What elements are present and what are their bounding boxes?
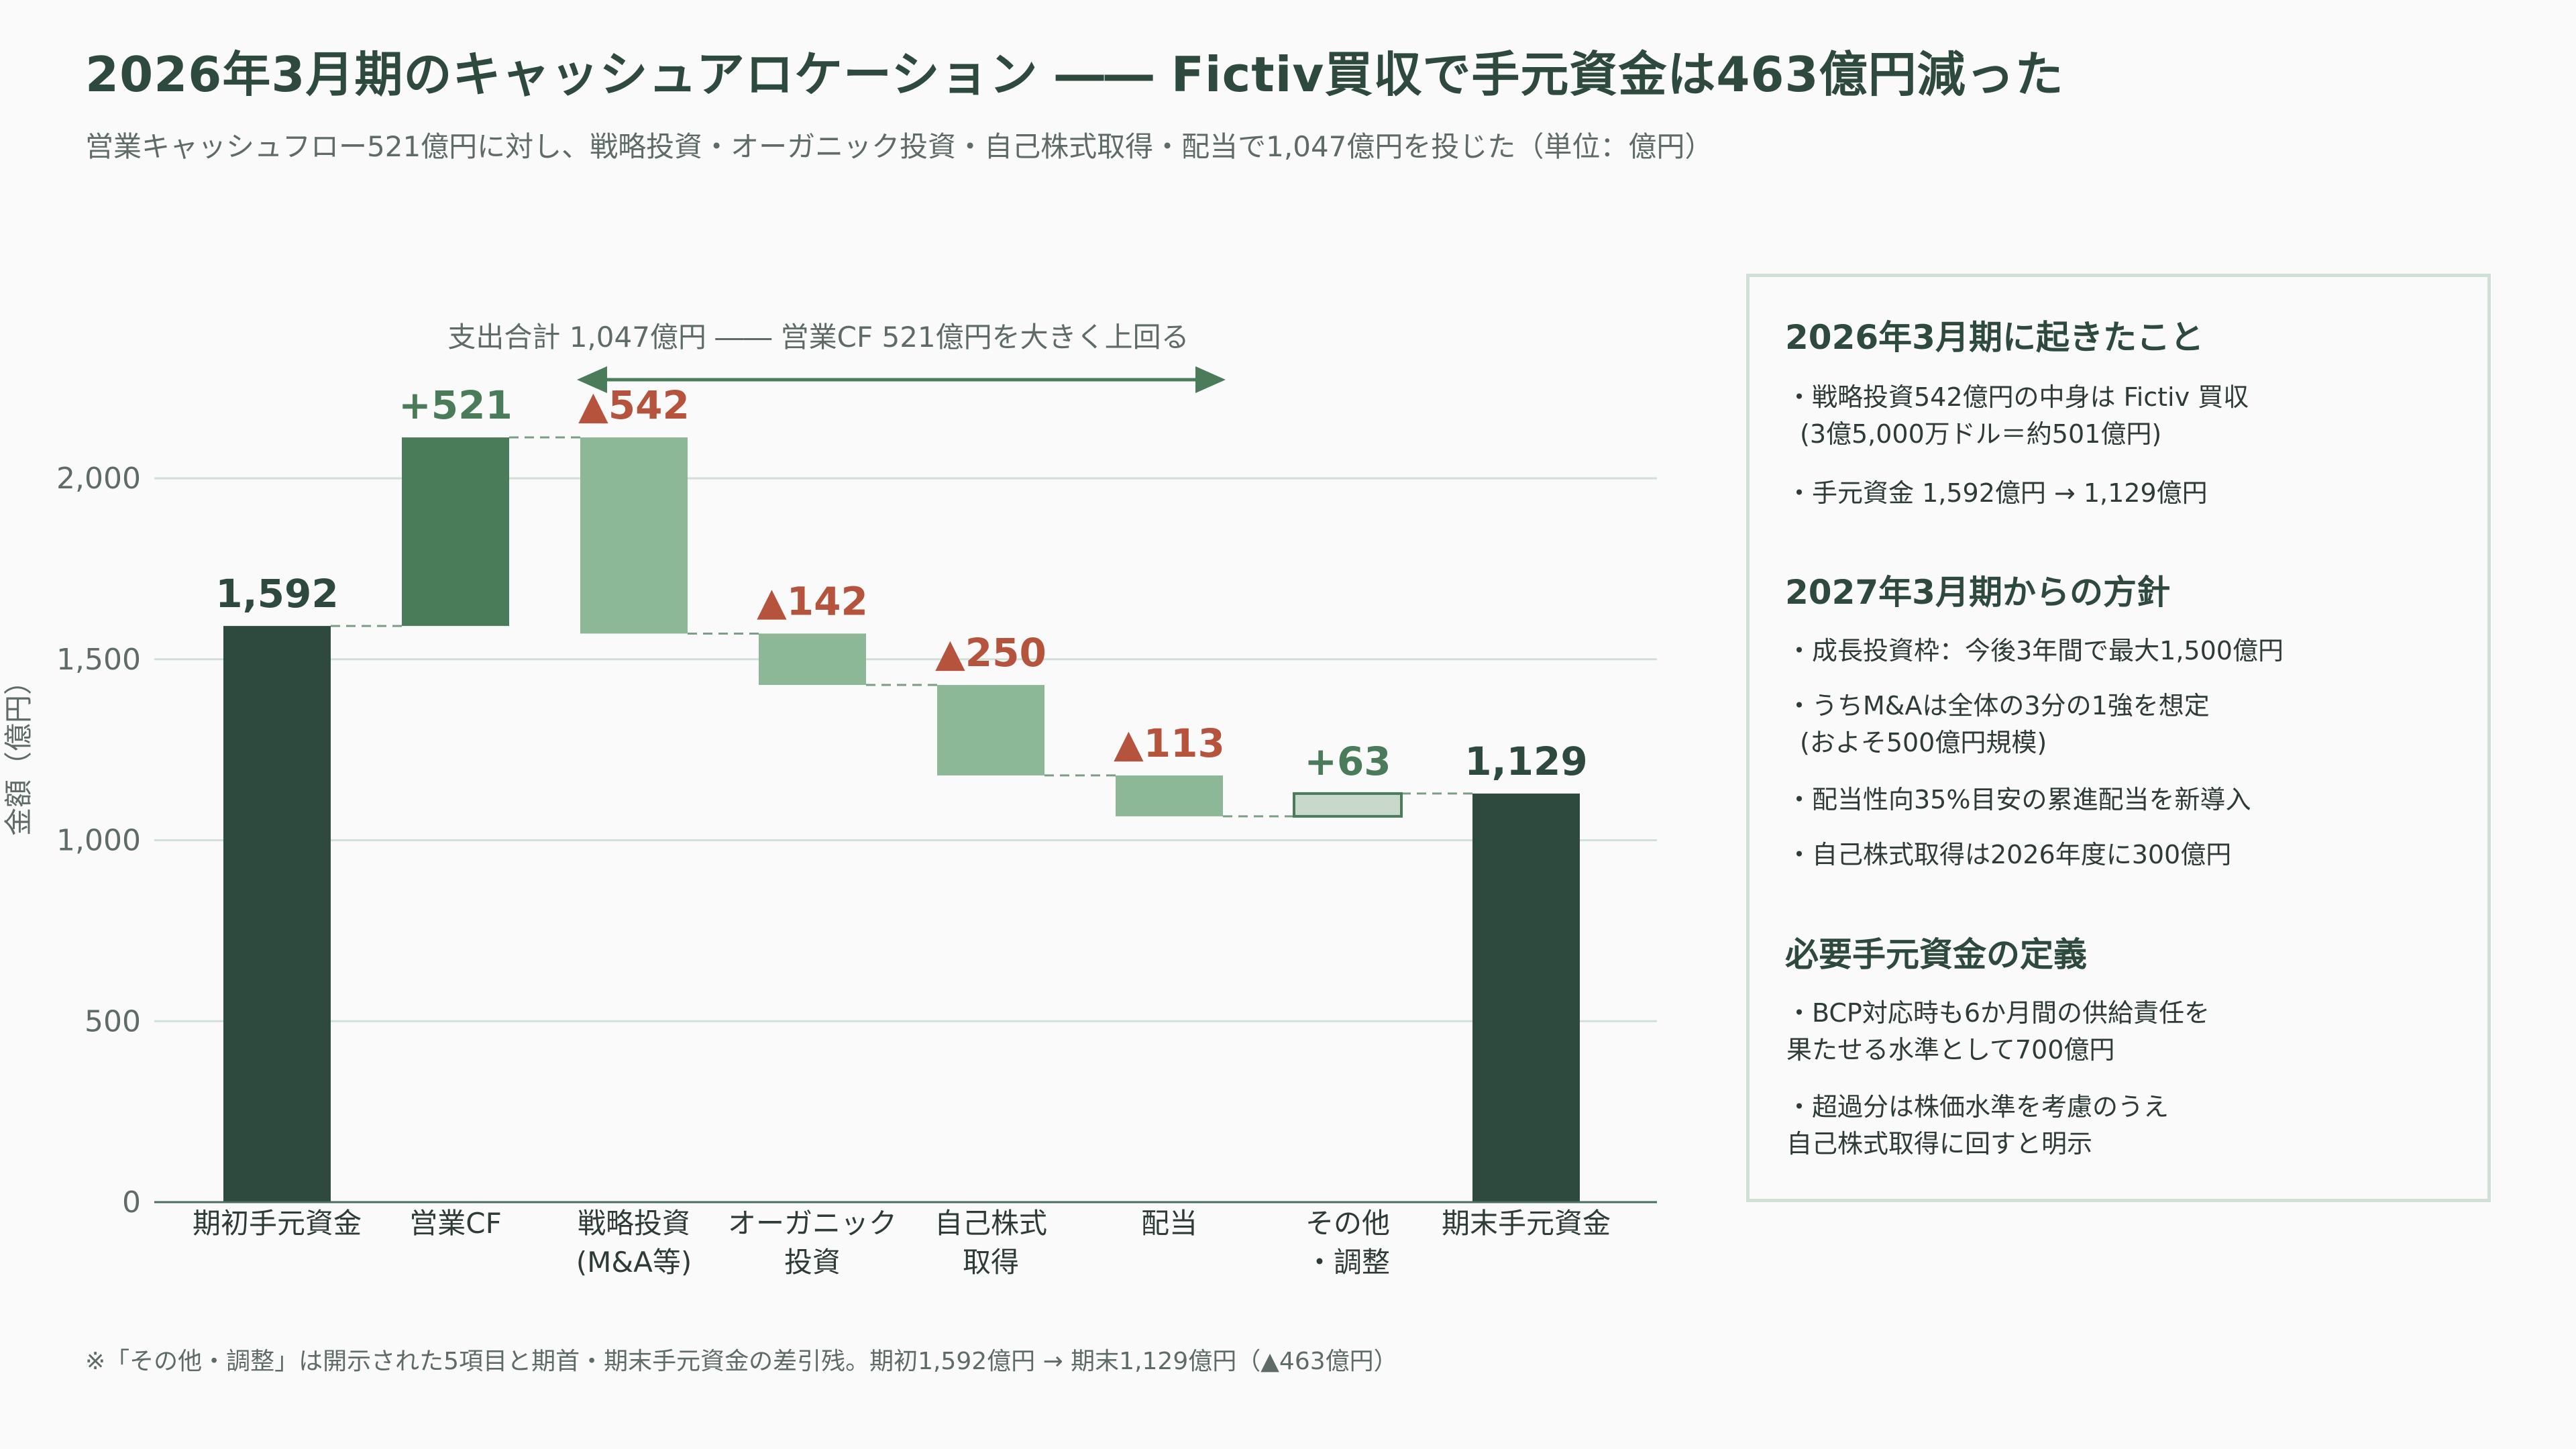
- bullet-dividend-policy: ・配当性向35%目安の累進配当を新導入: [1786, 785, 2251, 814]
- bar: [580, 437, 688, 634]
- bar: [1116, 775, 1223, 816]
- x-tick-label: 期末手元資金: [1442, 1207, 1611, 1240]
- bullet-cash-change: ・手元資金 1,592億円 → 1,129億円: [1786, 478, 2208, 508]
- x-tick-label: その他: [1305, 1207, 1390, 1240]
- bullet-strategic-investment: ・戦略投資542億円の中身は Fictiv 買収 (3億5,000万ドル＝約50…: [1786, 382, 2249, 449]
- bar: [759, 633, 866, 686]
- spending-total-annotation: 支出合計 1,047億円 ―― 営業CF 521億円を大きく上回る: [447, 321, 1189, 354]
- x-tick-label: (M&A等): [576, 1246, 692, 1279]
- footnote: ※「その他・調整」は開示された5項目と期首・期末手元資金の差引残。期初1,592…: [85, 1348, 1398, 1375]
- data-label: 1,129: [1464, 739, 1587, 784]
- waterfall-chart: 1,592 +521 ▲542 ▲142 ▲250 ▲113 +63 1,129 0 500 1,…: [2, 321, 1657, 1279]
- section-title-fy2026: 2026年3月期に起きたこと: [1785, 318, 2204, 357]
- y-tick-label: 500: [85, 1004, 141, 1038]
- data-label: +521: [398, 382, 513, 428]
- x-tick-label: 戦略投資: [578, 1207, 690, 1240]
- y-tick-label: 1,000: [56, 824, 141, 858]
- x-tick-label: 自己株式: [934, 1207, 1047, 1240]
- x-tick-label: 期初手元資金: [193, 1207, 362, 1240]
- bar: [223, 626, 331, 1202]
- data-label: ▲142: [757, 578, 868, 624]
- page-subtitle: 営業キャッシュフロー521億円に対し、戦略投資・オーガニック投資・自己株式取得・…: [85, 130, 1713, 163]
- data-label: 1,592: [215, 571, 338, 616]
- x-tick-label: 投資: [784, 1246, 841, 1279]
- data-label: ▲250: [935, 630, 1046, 676]
- data-label: ▲113: [1114, 720, 1225, 766]
- bar: [402, 437, 509, 627]
- bullet-excess-cash: ・超過分は株価水準を考慮のうえ 自己株式取得に回すと明示: [1786, 1092, 2169, 1159]
- bullet-growth-investment: ・成長投資枠：今後3年間で最大1,500億円: [1786, 636, 2284, 665]
- x-tick-label: 配当: [1141, 1207, 1197, 1240]
- y-axis-label: 金額（億円）: [2, 667, 35, 836]
- side-panel: 2026年3月期に起きたこと ・戦略投資542億円の中身は Fictiv 買収 …: [1746, 274, 2491, 1202]
- page-title: 2026年3月期のキャッシュアロケーション ―― Fictiv買収で手元資金は4…: [85, 46, 2064, 103]
- section-title-policy: 2027年3月期からの方針: [1785, 573, 2170, 612]
- bar: [1472, 793, 1580, 1202]
- bullet-mna-share: ・うちM&Aは全体の3分の1強を想定 (およそ500億円規模): [1786, 691, 2210, 757]
- y-tick-label: 1,500: [56, 643, 141, 677]
- bar: [1293, 792, 1403, 818]
- x-tick-label: ・調整: [1305, 1246, 1390, 1279]
- bullet-bcp: ・BCP対応時も6か月間の供給責任を 果たせる水準として700億円: [1786, 998, 2210, 1065]
- x-tick-label: 営業CF: [409, 1207, 502, 1240]
- y-tick-label: 0: [122, 1185, 141, 1220]
- bullet-buyback: ・自己株式取得は2026年度に300億円: [1786, 840, 2232, 869]
- data-label: +63: [1304, 739, 1391, 784]
- bar: [937, 685, 1044, 775]
- x-tick-label: 取得: [963, 1246, 1019, 1279]
- y-tick-label: 2,000: [56, 462, 141, 496]
- x-tick-label: オーガニック: [728, 1207, 897, 1240]
- data-label: ▲542: [578, 382, 690, 428]
- section-title-required-cash: 必要手元資金の定義: [1785, 935, 2087, 974]
